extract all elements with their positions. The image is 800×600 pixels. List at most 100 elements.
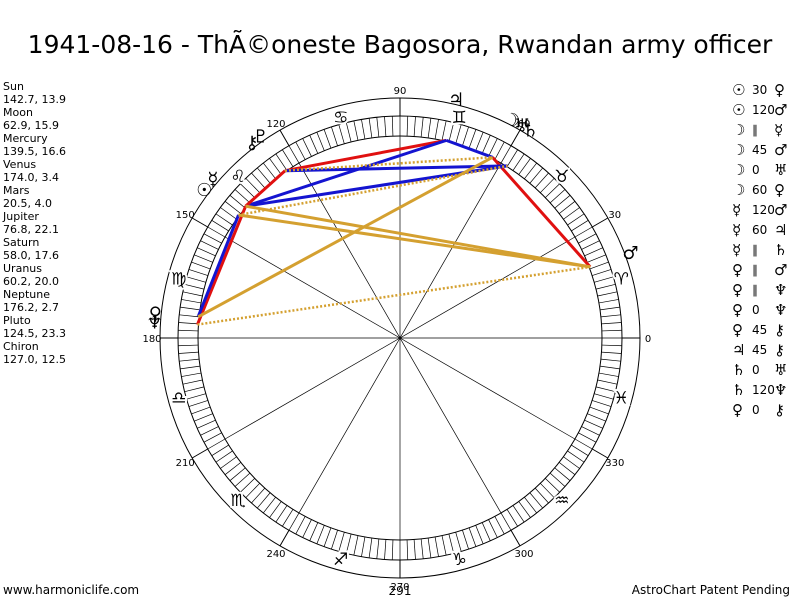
footer-patent-note: AstroChart Patent Pending <box>631 583 790 597</box>
degree-tick <box>180 365 201 370</box>
zodiac-sign-glyph: ♊ <box>452 108 467 128</box>
degree-tick <box>288 512 300 531</box>
planet-glyph-chiron: ⚷ <box>245 133 258 154</box>
planet-values-uranus: 60.2, 20.0 <box>3 275 59 288</box>
aspect-planet-b: ♂ <box>774 261 788 279</box>
aspect-planet-a: ♀ <box>732 301 743 319</box>
degree-label: 180 <box>142 334 161 345</box>
degree-tick <box>589 406 609 415</box>
degree-tick <box>481 522 491 541</box>
aspect-line-blue <box>445 138 493 159</box>
aspect-row: ☽ 0 ♅ <box>732 160 787 180</box>
degree-tick <box>481 135 491 154</box>
degree-tick <box>599 365 620 370</box>
zodiac-sign-glyph: ♍ <box>171 270 186 290</box>
degree-tick <box>595 386 616 393</box>
degree-tick <box>545 183 560 198</box>
aspect-line-blue <box>196 214 240 318</box>
degree-tick <box>455 532 462 552</box>
degree-tick <box>574 438 593 450</box>
planet-values-chiron: 127.0, 12.5 <box>3 353 66 366</box>
degree-tick <box>240 478 255 493</box>
degree-tick <box>597 291 618 297</box>
degree-tick <box>179 314 200 318</box>
aspect-line-red <box>196 205 248 326</box>
degree-tick <box>245 483 260 498</box>
degree-tick <box>540 483 555 498</box>
aspect-line-red <box>491 156 592 268</box>
aspect-line-gold <box>197 155 494 319</box>
planet-glyph-saturn: ♄ <box>522 120 538 141</box>
degree-tick <box>182 379 203 385</box>
degree-tick <box>512 505 525 523</box>
bottom-number: 291 <box>389 584 412 598</box>
planet-position-list: Sun 142.7, 13.9 Moon 62.9, 15.9 Mercury 139.5… <box>3 80 66 366</box>
planet-glyph-moon: ☽ <box>504 110 520 131</box>
degree-tick <box>251 487 266 504</box>
aspect-planet-b: ♀ <box>774 181 785 199</box>
degree-tick <box>420 538 424 559</box>
degree-tick <box>600 358 621 362</box>
degree-tick <box>194 413 213 422</box>
zodiac-sign-glyph: ♈ <box>614 270 629 290</box>
degree-tick <box>263 496 276 514</box>
degree-tick <box>376 117 380 138</box>
degree-tick <box>599 306 620 311</box>
degree-tick <box>295 516 306 535</box>
aspect-row: ☉ 30 ♀ <box>732 80 787 100</box>
degree-tick <box>251 172 266 189</box>
degree-tick <box>229 467 246 481</box>
major-tick <box>510 129 521 146</box>
degree-tick <box>309 135 319 154</box>
degree-tick <box>240 183 255 198</box>
degree-tick <box>391 116 394 137</box>
degree-tick <box>182 291 203 297</box>
aspect-type: 120 <box>752 103 775 117</box>
degree-tick <box>524 162 537 180</box>
degree-tick <box>302 519 312 538</box>
degree-tick <box>186 276 206 283</box>
degree-tick <box>540 178 555 193</box>
degree-tick <box>215 450 233 463</box>
degree-tick <box>203 432 222 443</box>
aspect-planet-a: ☽ <box>732 181 746 199</box>
aspect-row: ☿ 120 ♂ <box>732 200 787 220</box>
degree-tick <box>571 220 589 232</box>
aspect-lines <box>196 138 592 326</box>
planet-values-mars: 20.5, 4.0 <box>3 197 52 210</box>
degree-tick <box>188 400 208 407</box>
degree-tick <box>413 539 416 560</box>
degree-tick <box>567 450 585 463</box>
degree-tick <box>207 226 226 238</box>
degree-tick <box>180 306 201 311</box>
aspect-type: 45 <box>752 343 768 357</box>
aspect-row: ☽ ∥ ☿ <box>732 120 787 140</box>
aspect-type: ∥ <box>752 283 758 297</box>
planet-name-mars: Mars <box>3 184 30 197</box>
zodiac-sign-glyph: ♓ <box>614 388 629 408</box>
aspect-planet-a: ☿ <box>732 201 742 219</box>
aspect-planet-a: ☿ <box>732 221 742 239</box>
degree-tick <box>494 516 505 535</box>
zodiac-sign-glyph: ♒ <box>554 491 569 511</box>
degree-tick <box>571 444 589 456</box>
degree-tick <box>191 406 211 415</box>
degree-tick <box>331 530 338 550</box>
aspect-planet-b: ♂ <box>774 141 788 159</box>
aspect-line-gold-dotted <box>197 265 591 326</box>
aspect-row: ☿ 60 ♃ <box>732 220 787 240</box>
planet-values-mercury: 139.5, 16.6 <box>3 145 66 158</box>
degree-tick <box>441 120 447 141</box>
planet-glyph-mars: ♂ <box>622 243 638 264</box>
degree-tick <box>194 254 213 263</box>
aspect-row: ☽ 60 ♀ <box>732 180 787 200</box>
degree-tick <box>427 118 432 139</box>
degree-label: 330 <box>605 458 624 469</box>
degree-label: 240 <box>266 549 285 560</box>
zodiac-sign-glyph: ♎ <box>171 388 186 408</box>
degree-tick <box>468 129 477 149</box>
planet-name-jupiter: Jupiter <box>3 210 39 223</box>
degree-tick <box>263 162 276 180</box>
aspect-line-red <box>284 138 447 173</box>
planet-values-jupiter: 76.8, 22.1 <box>3 223 59 236</box>
